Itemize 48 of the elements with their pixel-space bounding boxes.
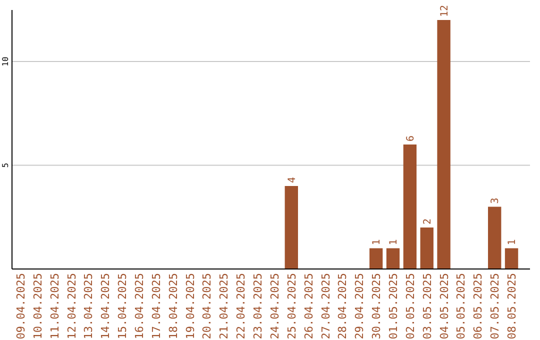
y-tick-label: 5: [1, 162, 10, 168]
x-tick-label: 26.04.2025: [302, 273, 316, 340]
data-label: 1: [388, 239, 400, 246]
x-tick-label: 01.05.2025: [387, 273, 400, 340]
x-tick-label: 23.04.2025: [252, 273, 265, 340]
x-tick-label: 20.04.2025: [200, 273, 214, 340]
bar: [403, 144, 417, 269]
x-tick-label: 21.04.2025: [218, 273, 231, 340]
bar: [504, 248, 518, 269]
data-label: 1: [507, 239, 518, 246]
x-tick-label: 29.04.2025: [353, 273, 366, 340]
x-tick-label: 15.04.2025: [116, 273, 130, 340]
y-tick-label: 10: [1, 56, 10, 66]
x-tick-label: 27.04.2025: [319, 273, 332, 340]
x-tick-label: 09.04.2025: [14, 273, 28, 340]
data-label: 4: [286, 176, 298, 183]
x-tick-label: 13.04.2025: [82, 273, 96, 340]
bar: [369, 248, 383, 269]
x-tick-label: 05.05.2025: [454, 273, 468, 340]
x-tick-label: 11.04.2025: [48, 273, 62, 340]
x-tick-label: 12.04.2025: [65, 273, 78, 340]
x-tick-label: 22.04.2025: [234, 273, 248, 340]
x-tick-label: 28.04.2025: [336, 273, 350, 340]
x-tick-label: 30.04.2025: [370, 273, 384, 340]
x-tick-label: 02.05.2025: [404, 273, 417, 340]
bar: [284, 186, 298, 269]
data-label: 12: [439, 4, 450, 17]
data-label: 1: [372, 239, 383, 246]
x-tick-label: 19.04.2025: [184, 273, 197, 340]
x-tick-label: 14.04.2025: [99, 273, 112, 340]
bar: [420, 228, 434, 269]
x-tick-label: 06.05.2025: [472, 273, 485, 340]
x-tick-label: 24.04.2025: [268, 273, 282, 340]
data-label: 3: [490, 198, 502, 204]
x-tick-label: 16.04.2025: [133, 273, 146, 340]
bar: [386, 248, 400, 269]
x-tick-label: 25.04.2025: [285, 273, 298, 340]
x-tick-label: 18.04.2025: [166, 273, 180, 340]
data-label: 2: [422, 218, 434, 224]
data-label: 6: [405, 135, 416, 142]
x-tick-label: 10.04.2025: [31, 273, 44, 340]
x-tick-label: 04.05.2025: [438, 273, 451, 340]
x-tick-label: 07.05.2025: [488, 273, 502, 340]
x-tick-label: 17.04.2025: [150, 273, 163, 340]
x-tick-label: 08.05.2025: [506, 273, 519, 340]
bar: [488, 206, 502, 269]
x-tick-label: 03.05.2025: [420, 273, 434, 340]
bar: [437, 20, 450, 269]
